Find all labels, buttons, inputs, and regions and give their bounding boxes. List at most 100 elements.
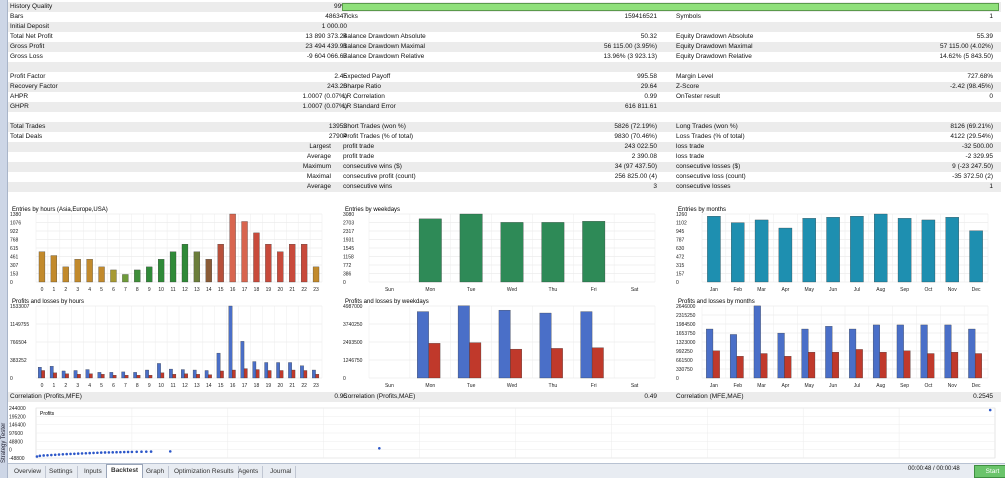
x-tick-label: 18: [254, 383, 260, 389]
correlation-row: Correlation (Profits,MFE) 0.95 Correlati…: [8, 392, 1001, 402]
x-tick-label: Feb: [733, 383, 742, 389]
stat-v3: 14.62% (5 843.50): [939, 53, 993, 60]
x-tick-label: Tue: [467, 383, 476, 389]
x-tick-label: 22: [301, 383, 307, 389]
x-tick-label: 18: [254, 287, 260, 293]
stat-l1: Initial Deposit: [10, 23, 50, 30]
stats-row: profit trade 243 022.50 loss trade -32 500.…: [8, 142, 1001, 152]
x-tick-label: 21: [289, 287, 295, 293]
profit-bar: [896, 324, 904, 379]
loss-bar: [160, 372, 165, 379]
profit-bar: [498, 309, 511, 379]
x-tick-label: Nov: [948, 287, 957, 293]
stat-v2: 616 811.61: [624, 103, 657, 110]
bar: [169, 251, 177, 283]
stat-v3: 1: [989, 183, 993, 190]
elapsed-time: 00:00:48 / 00:00:48: [908, 466, 960, 472]
scatter-point: [130, 450, 134, 454]
stat-rl: Largest: [309, 143, 331, 150]
y-tick-label: 195200: [9, 414, 26, 420]
x-tick-label: Jun: [829, 287, 837, 293]
stat-v3: -32 500.00: [961, 143, 993, 150]
scatter-point: [144, 450, 148, 453]
stat-v1: -9 604 066.67: [306, 53, 347, 60]
tab-agents[interactable]: Agents: [234, 466, 264, 478]
profit-bar: [849, 328, 857, 379]
x-tick-label: 6: [112, 287, 115, 293]
scatter-point: [122, 450, 126, 454]
bar: [921, 219, 936, 283]
scatter-point: [168, 450, 172, 453]
y-tick-label: 1323000: [676, 340, 696, 346]
bar: [754, 219, 769, 283]
profit-bar: [228, 305, 233, 379]
stats-row: History Quality 99%: [8, 2, 1001, 12]
x-tick-label: Wed: [507, 287, 517, 293]
y-tick-label: 97600: [9, 431, 23, 437]
stat-v3: -35 372.50 (2): [952, 173, 993, 180]
y-tick-label: 244000: [9, 406, 26, 412]
tab-settings[interactable]: Settings: [45, 466, 78, 478]
y-tick-label: 0: [10, 376, 13, 382]
tab-graph[interactable]: Graph: [142, 466, 170, 478]
stat-l1: Gross Profit: [10, 43, 45, 50]
stat-v2: 159416521: [624, 13, 657, 20]
y-tick-label: 0: [676, 280, 679, 286]
x-tick-label: Dec: [972, 287, 981, 293]
bar: [418, 218, 442, 283]
profit-bar: [192, 369, 197, 379]
stat-v1: 1 000.00: [321, 23, 347, 30]
x-tick-label: 7: [124, 383, 127, 389]
stat-v2: 56 115.00 (3.95%): [604, 43, 657, 50]
tab-backtest[interactable]: Backtest: [106, 464, 144, 478]
loss-bar: [760, 353, 768, 379]
stat-v3: 4122 (29.54%): [950, 133, 993, 140]
bar: [62, 266, 69, 283]
profit-bar: [417, 311, 429, 379]
bar: [731, 222, 745, 283]
stat-l3: Symbols: [676, 13, 701, 20]
loss-bar: [315, 374, 320, 379]
profit-bar: [300, 365, 304, 379]
x-tick-label: 2: [64, 383, 67, 389]
bar: [707, 216, 721, 283]
profit-bar: [169, 368, 173, 379]
stat-v3: 0: [989, 93, 993, 100]
y-tick-label: 768: [10, 238, 19, 244]
y-tick-label: 3080: [343, 212, 354, 218]
x-tick-label: Thu: [549, 287, 558, 293]
tab-optimization-results[interactable]: Optimization Results: [170, 466, 239, 478]
stat-l2: Balance Drawdown Relative: [343, 53, 425, 60]
x-tick-label: 11: [170, 287, 175, 293]
x-tick-label: 1: [52, 287, 55, 293]
bar: [312, 266, 320, 283]
bar: [300, 244, 308, 283]
chart-title: Entries by weekdays: [345, 207, 400, 213]
profit-bar: [729, 334, 737, 379]
y-tick-label: 1533007: [10, 304, 30, 310]
y-tick-label: 472: [676, 255, 685, 261]
tab-journal[interactable]: Journal: [266, 466, 297, 478]
tab-inputs[interactable]: Inputs: [80, 466, 107, 478]
bar: [897, 218, 912, 283]
y-tick-label: 153: [10, 272, 19, 278]
start-button[interactable]: Start: [974, 465, 1005, 478]
bar: [50, 255, 58, 283]
x-tick-label: Nov: [948, 383, 957, 389]
stat-v1: 99%: [333, 3, 347, 10]
scatter-point: [126, 450, 130, 454]
corr-mae-label: Correlation (Profits,MAE): [343, 393, 416, 400]
bar: [265, 244, 272, 283]
loss-bar: [255, 369, 260, 379]
stats-row: Initial Deposit 1 000.00: [8, 22, 1001, 32]
x-tick-label: 10: [158, 383, 164, 389]
stat-rl: Maximal: [306, 173, 331, 180]
stat-l2: Sharpe Ratio: [343, 83, 381, 90]
profit-bar: [133, 372, 137, 379]
scatter-point: [53, 453, 57, 457]
tab-overview[interactable]: Overview: [10, 466, 47, 478]
backtest-stats-table: History Quality 99% Bars 486347 Ticks 1594165…: [8, 2, 1001, 192]
corr-mae-value: 0.49: [644, 393, 657, 400]
stat-l1: Total Net Profit: [10, 33, 53, 40]
corr-mfe-label: Correlation (Profits,MFE): [10, 393, 82, 400]
